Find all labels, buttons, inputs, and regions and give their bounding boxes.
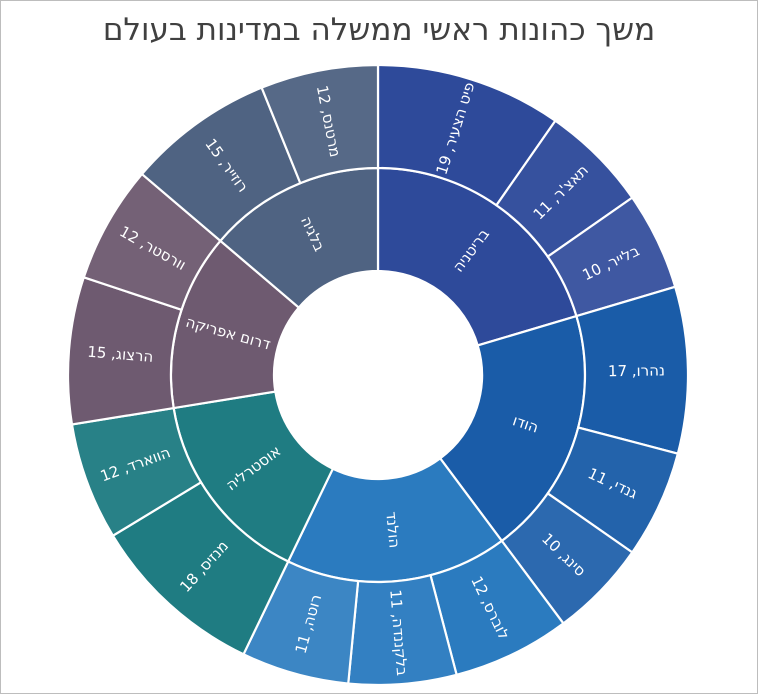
outer-ring-label: הרצוג, 15: [87, 343, 154, 366]
inner-ring-label: הולנד: [382, 511, 403, 549]
chart-title: משך כהונות ראשי ממשלה במדינות בעולם: [102, 12, 656, 48]
outer-ring-label: נהרו, 17: [608, 361, 665, 380]
outer-ring-segment: [260, 63, 380, 185]
